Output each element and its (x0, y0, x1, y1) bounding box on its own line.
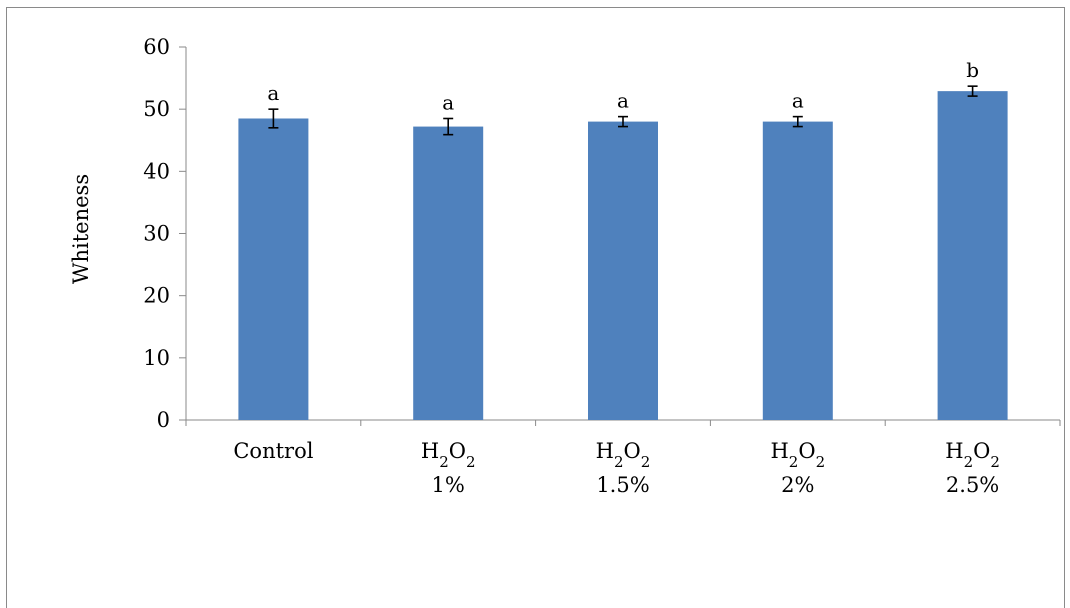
y-tick-label: 30 (143, 222, 170, 246)
category-label: Control (233, 439, 313, 463)
significance-label: a (442, 90, 454, 114)
error-bar (967, 85, 978, 97)
error-bar (443, 117, 454, 136)
bar (937, 91, 1008, 420)
y-tick-label: 0 (157, 408, 170, 432)
significance-label: b (966, 58, 979, 82)
error-bar (792, 115, 803, 128)
category-label: H2O2 (421, 439, 476, 471)
significance-label: a (617, 89, 629, 113)
bar (762, 121, 833, 420)
bar (413, 126, 484, 420)
bar (238, 118, 309, 420)
y-tick-label: 10 (143, 346, 170, 370)
y-axis-label: Whiteness (69, 174, 93, 284)
error-bar (618, 115, 628, 128)
significance-label: a (267, 81, 279, 105)
significance-labels: a a a a b (267, 58, 979, 114)
error-bar (268, 108, 279, 129)
y-tick-label: 20 (143, 284, 170, 308)
x-axis (185, 419, 1061, 426)
bar (588, 121, 658, 420)
y-tick-label: 40 (143, 159, 170, 183)
category-label: H2O2 (945, 439, 1000, 471)
significance-label: a (792, 89, 804, 113)
category-label: H2O2 (596, 439, 651, 471)
category-label-line2: 2% (781, 473, 814, 497)
y-axis: 0 10 20 30 40 50 60 (143, 35, 187, 432)
category-label-line2: 1% (432, 473, 465, 497)
error-bars (268, 85, 978, 136)
chart-frame (6, 7, 1065, 608)
bars (238, 91, 1008, 420)
category-label: H2O2 (770, 439, 825, 471)
y-tick-label: 50 (143, 97, 170, 121)
category-label-line2: 1.5% (596, 473, 649, 497)
category-label-line2: 2.5% (946, 473, 999, 497)
y-tick-label: 60 (143, 35, 170, 59)
